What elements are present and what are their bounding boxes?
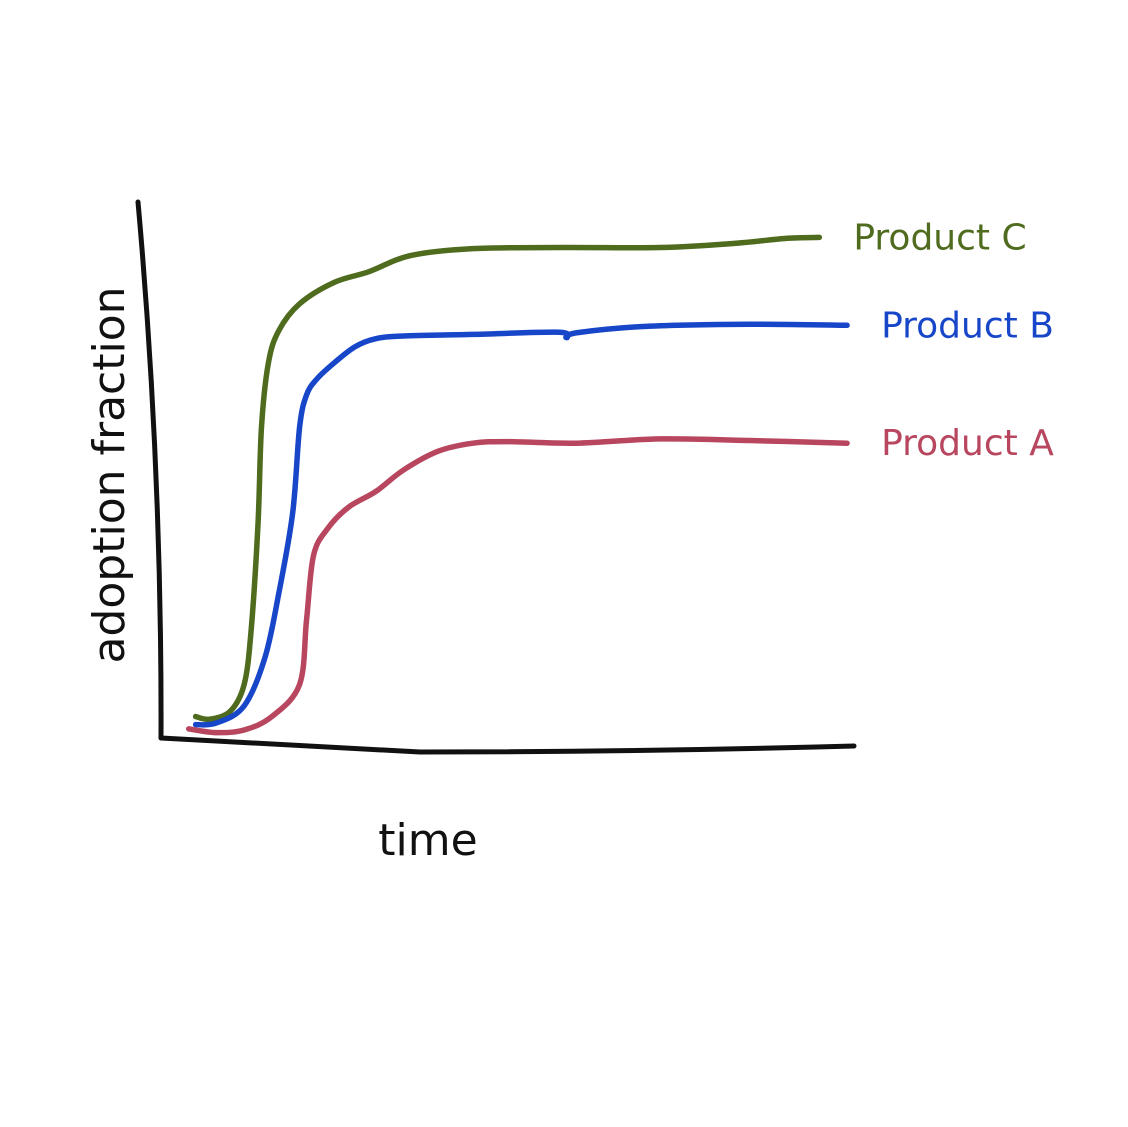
axes bbox=[135, 199, 857, 755]
series-layer bbox=[185, 234, 850, 736]
legend-label-product-a: Product A bbox=[881, 423, 1054, 464]
series-line-product-c bbox=[192, 234, 823, 723]
x-axis-label: time bbox=[378, 815, 477, 866]
legend-layer: Product C Product B Product A bbox=[853, 217, 1054, 464]
y-axis-label: adoption fraction bbox=[84, 286, 135, 663]
legend-label-product-c: Product C bbox=[853, 217, 1026, 258]
x-axis-line bbox=[158, 735, 857, 755]
series-line-product-a bbox=[185, 436, 850, 736]
y-axis-line bbox=[135, 199, 164, 741]
series-line-product-b bbox=[192, 321, 850, 728]
legend-label-product-b: Product B bbox=[881, 305, 1054, 346]
